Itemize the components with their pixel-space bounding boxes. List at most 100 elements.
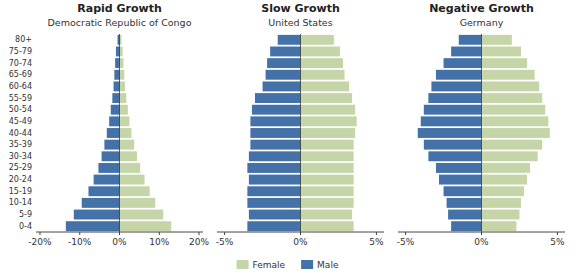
y-tick-label: 80+ — [15, 35, 32, 44]
legend-label: Female — [253, 260, 286, 270]
panel-subtitle: Germany — [460, 17, 504, 28]
bar — [114, 70, 119, 80]
bar — [301, 140, 354, 150]
bars — [247, 35, 356, 231]
bar — [431, 81, 481, 91]
bar — [482, 58, 528, 68]
legend-swatch — [301, 260, 313, 269]
bar — [252, 105, 301, 115]
bar — [436, 163, 482, 173]
legend-item: Female — [237, 260, 286, 270]
bar — [301, 70, 345, 80]
bar — [120, 47, 123, 57]
y-tick-label: 55-59 — [9, 94, 32, 103]
x-tick — [199, 232, 200, 235]
legend-label: Male — [317, 260, 339, 270]
bar — [107, 128, 120, 138]
bar — [482, 198, 521, 208]
bar — [249, 175, 301, 185]
bar — [120, 128, 132, 138]
x-tick-label: 5% — [550, 237, 565, 247]
bar — [421, 116, 482, 126]
x-tick-label: -5% — [216, 237, 234, 247]
bar — [439, 175, 482, 185]
bar — [247, 198, 300, 208]
panel: Negative GrowthGermany-5%0%5% — [397, 2, 565, 247]
bar — [120, 70, 125, 80]
bar — [444, 58, 482, 68]
bar — [250, 140, 300, 150]
y-tick-label: 40-44 — [9, 129, 32, 138]
panel: Slow GrowthUnited States-5%0%5% — [216, 2, 384, 247]
y-tick-label: 70-74 — [9, 59, 32, 68]
zero-line — [481, 34, 482, 232]
bar — [424, 105, 482, 115]
x-tick-label: 10% — [149, 237, 169, 247]
x-tick — [557, 232, 558, 235]
bar — [428, 151, 481, 161]
bar — [418, 128, 482, 138]
legend-swatch — [237, 260, 249, 269]
bar — [82, 198, 120, 208]
bar — [482, 47, 521, 57]
bar — [436, 70, 482, 80]
bar — [247, 163, 300, 173]
bar — [301, 221, 354, 231]
panel-title: Slow Growth — [261, 2, 340, 15]
x-tick-label: 0% — [112, 237, 127, 247]
x-tick-label: 5% — [369, 237, 384, 247]
bar — [120, 221, 172, 231]
y-tick-label: 65-69 — [9, 70, 32, 79]
bar — [301, 210, 353, 220]
bar — [301, 116, 357, 126]
x-tick-label: -5% — [397, 237, 415, 247]
bar — [482, 93, 543, 103]
bar — [115, 58, 119, 68]
bar — [120, 175, 145, 185]
y-tick-label: 15-19 — [9, 187, 32, 196]
bar — [301, 151, 354, 161]
bar — [247, 221, 300, 231]
bar — [482, 175, 528, 185]
legend: Female Male — [237, 260, 339, 270]
y-tick-label: 25-29 — [9, 163, 32, 172]
x-tick — [79, 232, 80, 235]
y-tick-label: 5-9 — [19, 210, 32, 219]
bar — [114, 81, 120, 91]
y-tick-label: 30-34 — [9, 152, 32, 161]
bar — [88, 186, 119, 196]
bar — [250, 116, 300, 126]
bar — [120, 105, 128, 115]
bar — [120, 116, 130, 126]
bar — [120, 81, 126, 91]
y-tick-label: 35-39 — [9, 140, 32, 149]
bar — [482, 221, 517, 231]
bar — [267, 58, 300, 68]
bar — [266, 70, 301, 80]
y-tick-label: 0-4 — [19, 222, 32, 231]
bar — [301, 186, 354, 196]
bar — [448, 210, 481, 220]
bar — [116, 47, 120, 57]
bar — [482, 70, 535, 80]
bar — [120, 210, 164, 220]
bar — [104, 140, 119, 150]
x-tick — [481, 232, 482, 235]
x-tick — [119, 232, 120, 235]
bar — [120, 198, 156, 208]
panel: Rapid GrowthDemocratic Republic of Congo… — [9, 2, 210, 247]
bar — [247, 186, 300, 196]
panel-title: Rapid Growth — [77, 2, 162, 15]
bar — [428, 93, 481, 103]
bar — [74, 210, 120, 220]
bar — [301, 105, 356, 115]
bar — [301, 81, 350, 91]
x-tick — [376, 232, 377, 235]
x-tick-label: 20% — [189, 237, 209, 247]
bar — [451, 221, 481, 231]
bar — [111, 105, 120, 115]
x-tick — [39, 232, 40, 235]
bar — [482, 210, 520, 220]
bar — [66, 221, 120, 231]
bar — [447, 198, 482, 208]
